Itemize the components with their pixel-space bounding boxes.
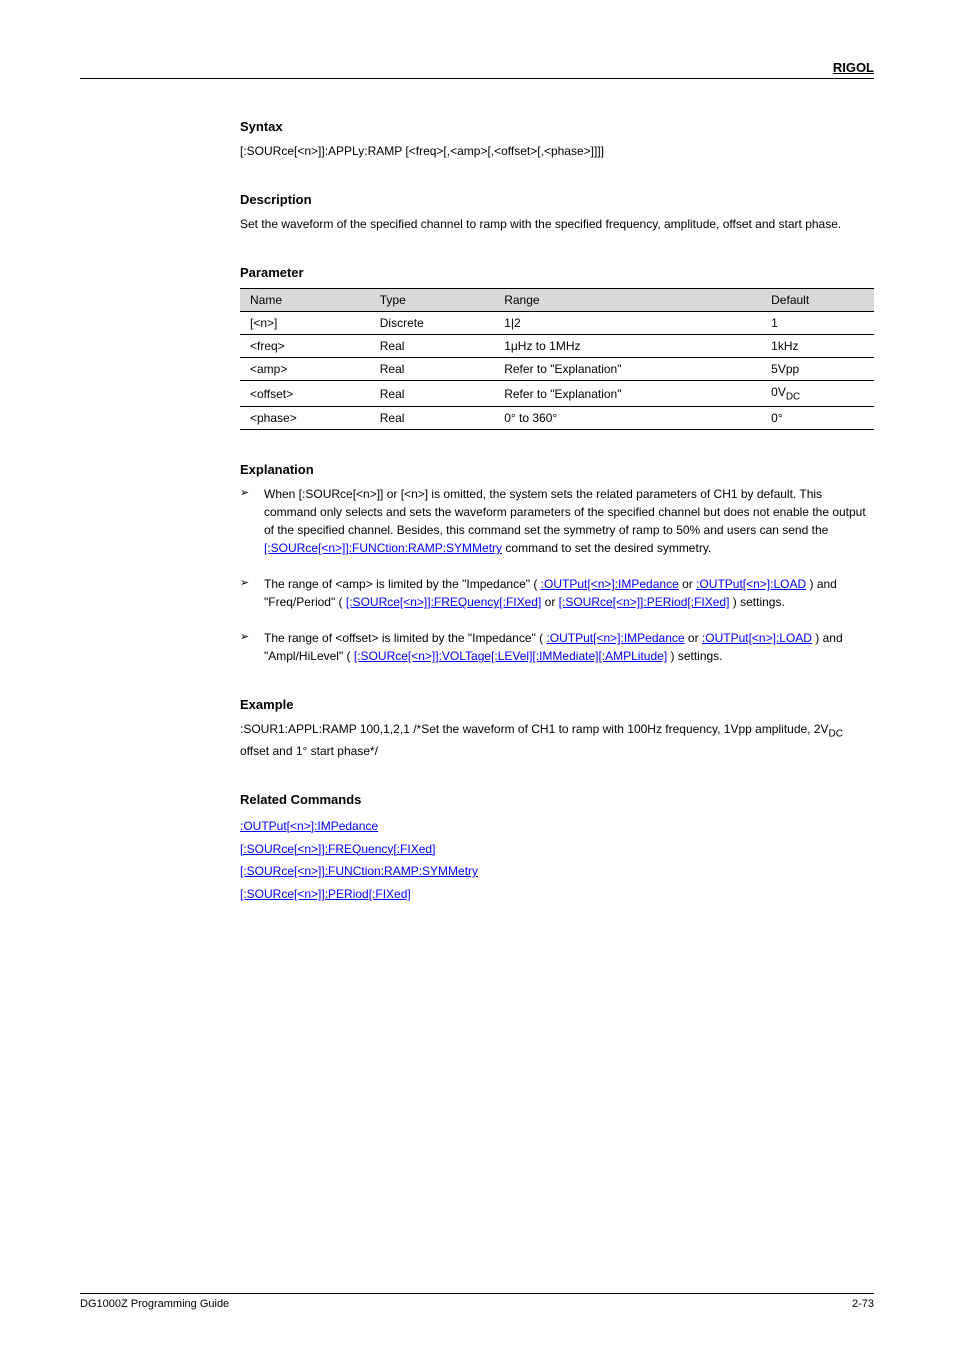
cell: Refer to "Explanation" xyxy=(494,358,761,381)
example-heading: Example xyxy=(240,697,874,712)
table-header-row: Name Type Range Default xyxy=(240,289,874,312)
related-heading: Related Commands xyxy=(240,792,874,807)
command-link[interactable]: [:SOURce[<n>]]:PERiod[:FIXed] xyxy=(559,595,730,609)
table-row: <offset> Real Refer to "Explanation" 0VD… xyxy=(240,381,874,407)
col-default: Default xyxy=(761,289,874,312)
table-row: <phase> Real 0° to 360° 0° xyxy=(240,407,874,430)
cell: Real xyxy=(370,335,494,358)
explanation-item: The range of <offset> is limited by the … xyxy=(240,629,874,665)
text: or xyxy=(545,595,559,609)
related-link[interactable]: [:SOURce[<n>]]:FREQuency[:FIXed] xyxy=(240,838,874,861)
cell: <phase> xyxy=(240,407,370,430)
cell: 5Vpp xyxy=(761,358,874,381)
command-link[interactable]: [:SOURce[<n>]]:FUNCtion:RAMP:SYMMetry xyxy=(264,541,502,555)
related-link[interactable]: [:SOURce[<n>]]:PERiod[:FIXed] xyxy=(240,883,874,906)
table-row: [<n>] Discrete 1|2 1 xyxy=(240,312,874,335)
cell-val: 0V xyxy=(771,385,786,399)
command-link[interactable]: :OUTPut[<n>]:IMPedance xyxy=(546,631,684,645)
related-link[interactable]: :OUTPut[<n>]:IMPedance xyxy=(240,815,874,838)
command-link[interactable]: [:SOURce[<n>]]:FREQuency[:FIXed] xyxy=(346,595,541,609)
example-text2: offset and 1° start phase*/ xyxy=(240,744,378,758)
table-row: <amp> Real Refer to "Explanation" 5Vpp xyxy=(240,358,874,381)
col-range: Range xyxy=(494,289,761,312)
text: The range of <offset> is limited by the … xyxy=(264,631,543,645)
explanation-heading: Explanation xyxy=(240,462,874,477)
cell: [<n>] xyxy=(240,312,370,335)
command-link[interactable]: [:SOURce[<n>]]:VOLTage[:LEVel][:IMMediat… xyxy=(354,649,667,663)
text: ) settings. xyxy=(671,649,723,663)
command-link[interactable]: :OUTPut[<n>]:LOAD xyxy=(702,631,812,645)
related-link[interactable]: [:SOURce[<n>]]:FUNCtion:RAMP:SYMMetry xyxy=(240,860,874,883)
cell: 1 xyxy=(761,312,874,335)
table-row: <freq> Real 1μHz to 1MHz 1kHz xyxy=(240,335,874,358)
text: command to set the desired symmetry. xyxy=(505,541,711,555)
footer-right: 2-73 xyxy=(852,1298,874,1310)
example-text: :SOUR1:APPL:RAMP 100,1,2,1 /*Set the wav… xyxy=(240,722,829,736)
description-heading: Description xyxy=(240,192,874,207)
command-link[interactable]: :OUTPut[<n>]:IMPedance xyxy=(541,577,679,591)
parameter-heading: Parameter xyxy=(240,265,874,280)
cell: 0° to 360° xyxy=(494,407,761,430)
explanation-item: The range of <amp> is limited by the "Im… xyxy=(240,575,874,611)
text: or xyxy=(688,631,702,645)
cell: 0° xyxy=(761,407,874,430)
related-list: :OUTPut[<n>]:IMPedance [:SOURce[<n>]]:FR… xyxy=(240,815,874,906)
page-footer: DG1000Z Programming Guide 2-73 xyxy=(80,1293,874,1310)
text: The range of <amp> is limited by the "Im… xyxy=(264,577,537,591)
cell: 1kHz xyxy=(761,335,874,358)
cell: 1μHz to 1MHz xyxy=(494,335,761,358)
col-type: Type xyxy=(370,289,494,312)
cell: Discrete xyxy=(370,312,494,335)
cell: <amp> xyxy=(240,358,370,381)
syntax-heading: Syntax xyxy=(240,119,874,134)
cell: Refer to "Explanation" xyxy=(494,381,761,407)
text: ) settings. xyxy=(733,595,785,609)
cell: <freq> xyxy=(240,335,370,358)
cell: Real xyxy=(370,407,494,430)
page: RIGOL Syntax [:SOURce[<n>]]:APPLy:RAMP [… xyxy=(0,0,954,1350)
footer-left: DG1000Z Programming Guide xyxy=(80,1298,229,1310)
explanation-list: When [:SOURce[<n>]] or [<n>] is omitted,… xyxy=(240,485,874,665)
example-sub: DC xyxy=(829,729,843,740)
text: When [:SOURce[<n>]] or [<n>] is omitted,… xyxy=(264,487,866,537)
parameter-table: Name Type Range Default [<n>] Discrete 1… xyxy=(240,288,874,430)
page-header: RIGOL xyxy=(80,60,874,79)
cell: Real xyxy=(370,358,494,381)
cell: 1|2 xyxy=(494,312,761,335)
explanation-item: When [:SOURce[<n>]] or [<n>] is omitted,… xyxy=(240,485,874,557)
cell-sub: DC xyxy=(786,391,800,402)
cell: <offset> xyxy=(240,381,370,407)
brand-label: RIGOL xyxy=(833,60,874,75)
command-link[interactable]: :OUTPut[<n>]:LOAD xyxy=(696,577,806,591)
main-content: Syntax [:SOURce[<n>]]:APPLy:RAMP [<freq>… xyxy=(80,119,874,906)
cell: Real xyxy=(370,381,494,407)
cell: 0VDC xyxy=(761,381,874,407)
text: or xyxy=(682,577,696,591)
example-body: :SOUR1:APPL:RAMP 100,1,2,1 /*Set the wav… xyxy=(240,720,874,759)
col-name: Name xyxy=(240,289,370,312)
description-body: Set the waveform of the specified channe… xyxy=(240,215,874,233)
syntax-body: [:SOURce[<n>]]:APPLy:RAMP [<freq>[,<amp>… xyxy=(240,142,874,160)
